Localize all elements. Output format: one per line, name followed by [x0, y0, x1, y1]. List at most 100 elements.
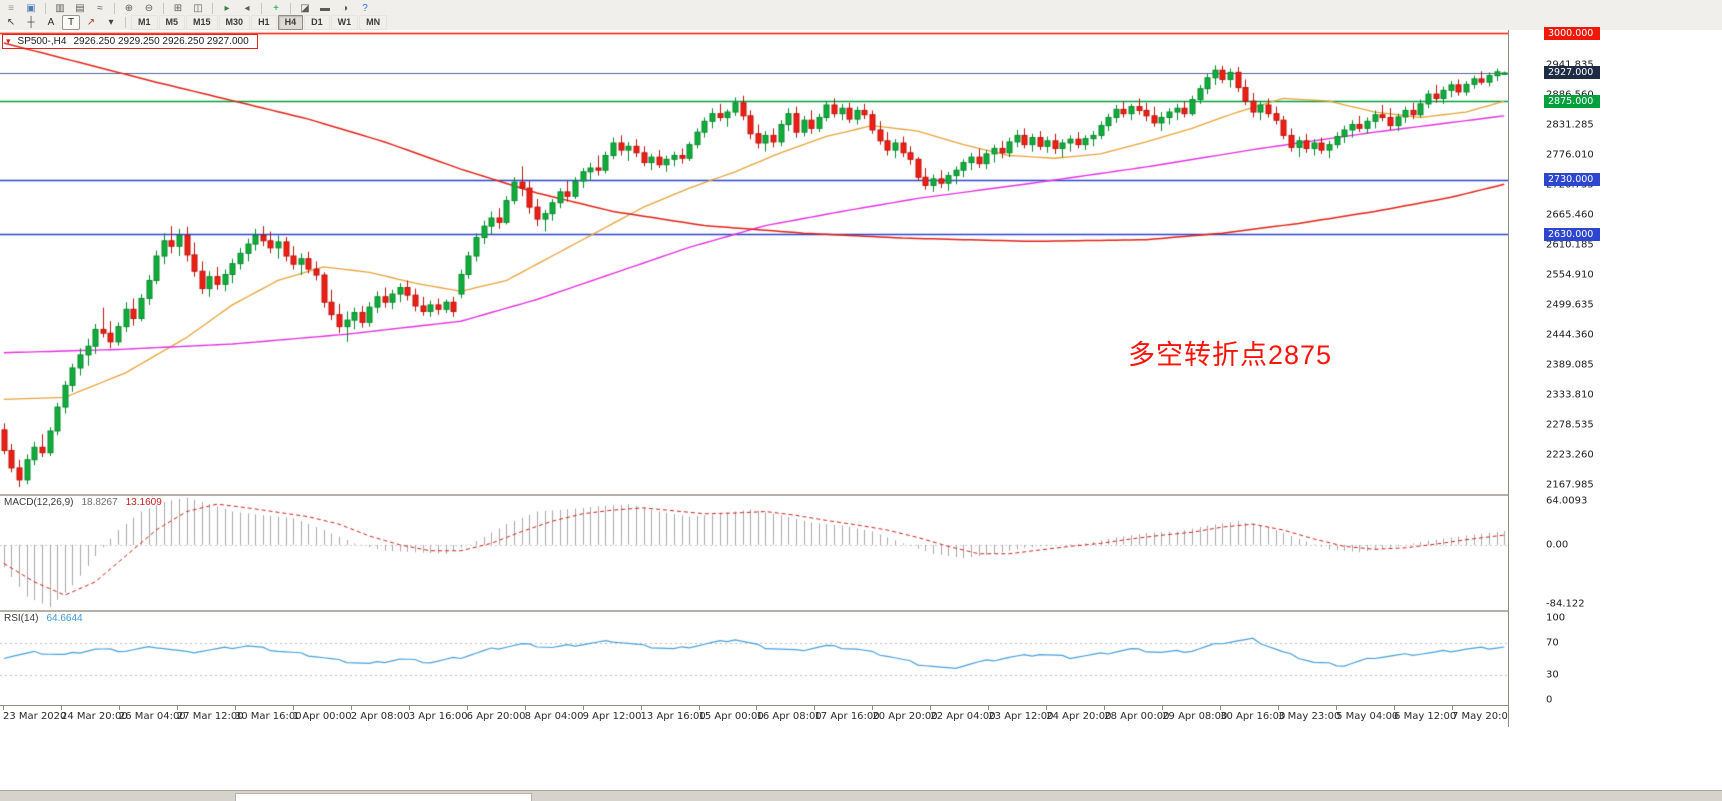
- zoom-in-button[interactable]: ⊕: [120, 1, 138, 16]
- time-axis-label: 24 Mar 20:00: [60, 711, 128, 722]
- time-axis-label: 28 Apr 00:00: [1104, 711, 1170, 722]
- navigator-icon: ◪: [300, 2, 310, 14]
- panel-splitter[interactable]: [0, 494, 1722, 496]
- main-chart-canvas[interactable]: [0, 30, 1508, 494]
- toolbar-separator: [163, 2, 164, 14]
- toolbar: ≡ ▣ ▥ ▤ ≈ ⊕ ⊖ ⊞ ◫ ▸ ◂ + ◪ ▬ ◑? ↖ ┼ A T ↗ ▾ M1 M5 M15 M30 H1 H4 D1…: [0, 0, 1722, 31]
- new-order-button[interactable]: ▣: [22, 1, 40, 16]
- price-tick-label: 2776.010: [1546, 149, 1594, 161]
- price-tick-label: 2167.985: [1546, 479, 1594, 491]
- zoom-out-button[interactable]: ⊖: [140, 1, 158, 16]
- auto-scroll-icon: ▸: [224, 2, 230, 14]
- rsi-scale-label: 0: [1546, 694, 1553, 706]
- price-axis[interactable]: 2941.8352886.5602831.2852776.0102720.735…: [1508, 26, 1722, 727]
- crosshair-icon: ┼: [27, 16, 35, 28]
- price-line-badge: 2927.000: [1544, 66, 1600, 80]
- cascade-windows-button[interactable]: ◫: [189, 1, 207, 16]
- time-axis-tick: [1394, 706, 1396, 710]
- time-axis[interactable]: 23 Mar 2020 24 Mar 20:00 26 Mar 04:00 27 Ma…: [0, 705, 1722, 728]
- timeframe-button-h1[interactable]: H1: [251, 14, 277, 30]
- arrow-tool-icon: ↗: [86, 16, 96, 28]
- bar-chart-icon: ▥: [55, 2, 65, 14]
- rsi-value: 64.6644: [46, 613, 83, 624]
- time-axis-tick: [988, 706, 990, 710]
- timeframe-button-m1[interactable]: M1: [131, 14, 158, 30]
- time-axis-label: 17 Apr 16:00: [814, 711, 880, 722]
- price-tick-label: 2444.360: [1546, 329, 1594, 341]
- dropdown-caret-button[interactable]: ▾: [102, 15, 120, 30]
- line-chart-icon: ≈: [97, 2, 103, 14]
- menu-grip-button[interactable]: ≡: [2, 1, 20, 16]
- rsi-scale-label: 100: [1546, 612, 1566, 624]
- time-axis-label: 30 Apr 16:00: [1220, 711, 1286, 722]
- one-click-trading-arrow-icon[interactable]: ▾: [6, 36, 11, 46]
- price-tick-label: 2278.535: [1546, 419, 1594, 431]
- terminal-button[interactable]: ▬: [316, 1, 334, 16]
- indicators-button[interactable]: +: [267, 1, 285, 16]
- timeframe-button-m15[interactable]: M15: [186, 14, 218, 30]
- chart-shift-button[interactable]: ◂: [238, 1, 256, 16]
- drawing-tools-group: ↖ ┼ A T ↗ ▾: [2, 14, 120, 30]
- macd-scale-label: 64.0093: [1546, 495, 1588, 507]
- price-tick-label: 2941.835: [1546, 59, 1594, 71]
- time-axis-label: 22 Apr 04:00: [930, 711, 996, 722]
- text-annotation-button[interactable]: A: [42, 15, 60, 30]
- auto-scroll-button[interactable]: ▸: [218, 1, 236, 16]
- time-axis-label: 30 Mar 16:00: [234, 711, 302, 722]
- status-bar: [0, 790, 1722, 801]
- text-annotation-icon: A: [47, 16, 55, 28]
- time-axis-tick: [1162, 706, 1164, 710]
- macd-panel[interactable]: MACD(12,26,9) 18.8267 13.1609: [0, 496, 1508, 610]
- time-axis-label: 16 Apr 08:00: [756, 711, 822, 722]
- terminal-icon: ▬: [320, 2, 330, 14]
- chart-window[interactable]: ▾ SP500-,H4 2926.250 2929.250 2926.250 2…: [0, 30, 1508, 494]
- timeframe-button-d1[interactable]: D1: [304, 14, 330, 30]
- ohlc-values: 2926.250 2929.250 2926.250 2927.000: [73, 36, 249, 47]
- timeframe-button-m30[interactable]: M30: [218, 14, 251, 30]
- timeframe-button-m5[interactable]: M5: [158, 14, 186, 30]
- timeframe-button-w1[interactable]: W1: [330, 14, 359, 30]
- time-axis-label: 7 May 20:00: [1452, 711, 1515, 722]
- panel-splitter[interactable]: [0, 610, 1722, 612]
- time-axis-tick: [930, 706, 932, 710]
- time-axis-tick: [118, 706, 120, 710]
- price-tick-label: 2333.810: [1546, 389, 1594, 401]
- help-icon: ?: [362, 2, 368, 14]
- crosshair-button[interactable]: ┼: [22, 15, 40, 30]
- toolbar-separator: [290, 2, 291, 14]
- text-label-button[interactable]: T: [62, 14, 80, 30]
- zoom-in-icon: ⊕: [124, 2, 134, 14]
- price-tick-label: 2223.260: [1546, 449, 1594, 461]
- bar-chart-button[interactable]: ▥: [51, 1, 69, 16]
- rsi-canvas[interactable]: [0, 612, 1508, 705]
- macd-scale-label: -84.122: [1546, 598, 1585, 610]
- arrow-tool-button[interactable]: ↗: [82, 15, 100, 30]
- zoom-out-icon: ⊖: [144, 2, 154, 14]
- candlestick-chart-button[interactable]: ▤: [71, 1, 89, 16]
- macd-signal-value: 13.1609: [125, 497, 162, 508]
- price-tick-label: 2831.285: [1546, 119, 1594, 131]
- price-tick-label: 2665.460: [1546, 209, 1594, 221]
- toolbar-row-timeframes: ↖ ┼ A T ↗ ▾ M1 M5 M15 M30 H1 H4 D1 W1 MN: [2, 14, 388, 30]
- macd-canvas[interactable]: [0, 496, 1508, 610]
- line-chart-button[interactable]: ≈: [91, 1, 109, 16]
- timeframe-button-h4[interactable]: H4: [277, 14, 304, 30]
- time-axis-tick: [582, 706, 584, 710]
- strategy-tester-button[interactable]: ◑: [336, 1, 354, 16]
- time-axis-tick: [3, 706, 4, 710]
- macd-main-value: 18.8267: [81, 497, 118, 508]
- toolbar-separator: [114, 2, 115, 14]
- toolbar-separator: [212, 2, 213, 14]
- navigator-button[interactable]: ◪: [296, 1, 314, 16]
- tile-windows-icon: ⊞: [173, 2, 183, 14]
- price-tick-label: 2389.085: [1546, 359, 1594, 371]
- rsi-panel[interactable]: RSI(14) 64.6644: [0, 612, 1508, 705]
- menu-grip-icon: ≡: [8, 2, 14, 14]
- timeframe-button-mn[interactable]: MN: [359, 14, 388, 30]
- help-button[interactable]: ?: [356, 1, 374, 16]
- time-axis-tick: [60, 706, 62, 710]
- tile-windows-button[interactable]: ⊞: [169, 1, 187, 16]
- time-axis-label: 5 May 04:00: [1336, 711, 1399, 722]
- cursor-button[interactable]: ↖: [2, 15, 20, 30]
